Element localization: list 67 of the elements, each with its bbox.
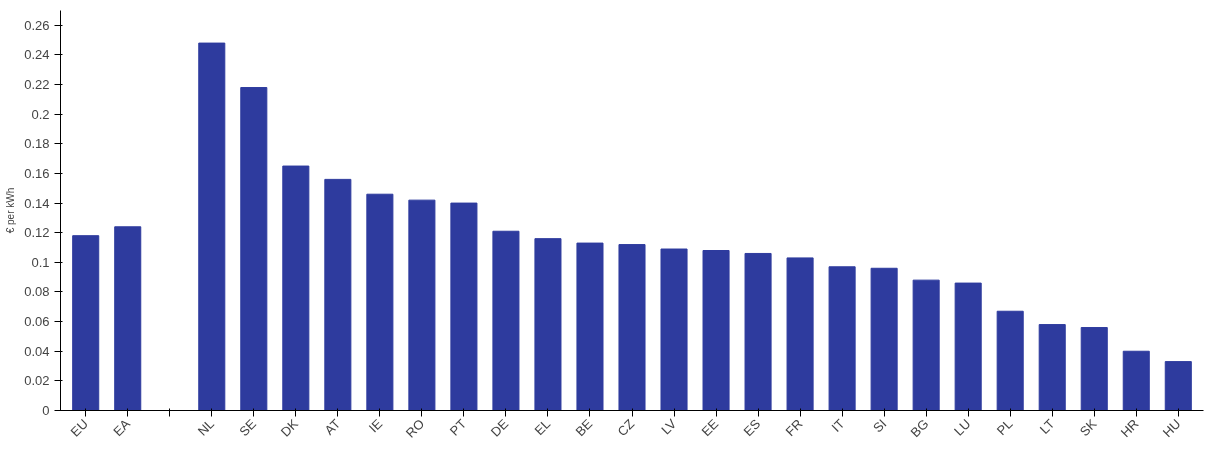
bar bbox=[660, 248, 688, 411]
x-tick-label: RO bbox=[402, 416, 428, 441]
x-tick-label: FR bbox=[782, 416, 806, 440]
bar bbox=[492, 230, 520, 411]
bar bbox=[870, 267, 898, 411]
bar bbox=[1038, 324, 1066, 411]
x-tick-label: HU bbox=[1159, 416, 1184, 441]
x-tick-label: SK bbox=[1076, 415, 1100, 440]
y-tick-label: 0.16 bbox=[24, 165, 50, 181]
x-tick-label: SI bbox=[870, 416, 890, 436]
x-tick-label: IE bbox=[365, 415, 386, 436]
x-tick-label: EL bbox=[531, 416, 554, 439]
bar bbox=[282, 165, 310, 411]
x-tick-label: LV bbox=[658, 415, 680, 438]
y-tick-label: 0.22 bbox=[24, 77, 50, 93]
bar bbox=[702, 250, 730, 411]
x-tick-label: CZ bbox=[614, 416, 638, 440]
bar bbox=[534, 238, 562, 411]
x-tick-label: EA bbox=[110, 415, 134, 440]
y-tick-label: 0.14 bbox=[24, 195, 50, 211]
x-tick-label: PL bbox=[993, 416, 1016, 439]
bar bbox=[450, 202, 478, 411]
y-axis-title: € per kWh bbox=[5, 187, 17, 234]
x-tick-label: HR bbox=[1117, 416, 1142, 441]
x-tick-label: LT bbox=[1036, 416, 1058, 437]
y-tick-label: 0.24 bbox=[24, 47, 50, 63]
x-tick-label: SE bbox=[236, 415, 260, 440]
bar bbox=[786, 257, 814, 411]
y-tick-label: 0.26 bbox=[24, 17, 50, 33]
bar bbox=[1164, 361, 1192, 411]
y-tick-label: 0.08 bbox=[24, 284, 50, 300]
bar bbox=[1080, 327, 1108, 411]
bar bbox=[114, 226, 142, 411]
y-tick-label: 0.02 bbox=[24, 373, 50, 389]
y-tick-label: 0 bbox=[42, 403, 50, 418]
x-tick-label: EU bbox=[67, 416, 92, 440]
bar bbox=[618, 244, 646, 411]
bar bbox=[954, 282, 982, 411]
y-tick-label: 0.1 bbox=[31, 254, 50, 270]
x-tick-label: ES bbox=[740, 415, 764, 440]
y-tick-label: 0.2 bbox=[31, 106, 50, 122]
bar bbox=[72, 235, 100, 411]
bar bbox=[366, 193, 394, 411]
bar bbox=[324, 178, 352, 411]
x-tick-label: LU bbox=[951, 416, 974, 439]
x-tick-label: EE bbox=[698, 415, 722, 440]
bar bbox=[408, 199, 436, 411]
x-tick-label: DE bbox=[487, 415, 512, 440]
x-tick-label: IT bbox=[828, 416, 848, 435]
bar bbox=[240, 87, 268, 411]
y-tick-label: 0.06 bbox=[24, 314, 50, 330]
y-tick-label: 0.18 bbox=[24, 136, 50, 152]
bar bbox=[996, 310, 1024, 411]
x-tick-label: BE bbox=[572, 415, 596, 440]
bar bbox=[576, 242, 604, 411]
x-tick-label: DK bbox=[277, 415, 302, 440]
y-tick-label: 0.04 bbox=[24, 343, 50, 359]
bar bbox=[744, 252, 772, 411]
bar bbox=[912, 279, 940, 411]
x-tick-label: BG bbox=[907, 416, 932, 441]
bar bbox=[198, 42, 226, 411]
x-tick-label: PT bbox=[446, 416, 470, 439]
bar bbox=[828, 266, 856, 411]
bar bbox=[1122, 350, 1150, 411]
x-tick-label: AT bbox=[321, 416, 344, 438]
x-tick-label: NL bbox=[194, 416, 218, 439]
y-tick-label: 0.12 bbox=[24, 225, 50, 241]
